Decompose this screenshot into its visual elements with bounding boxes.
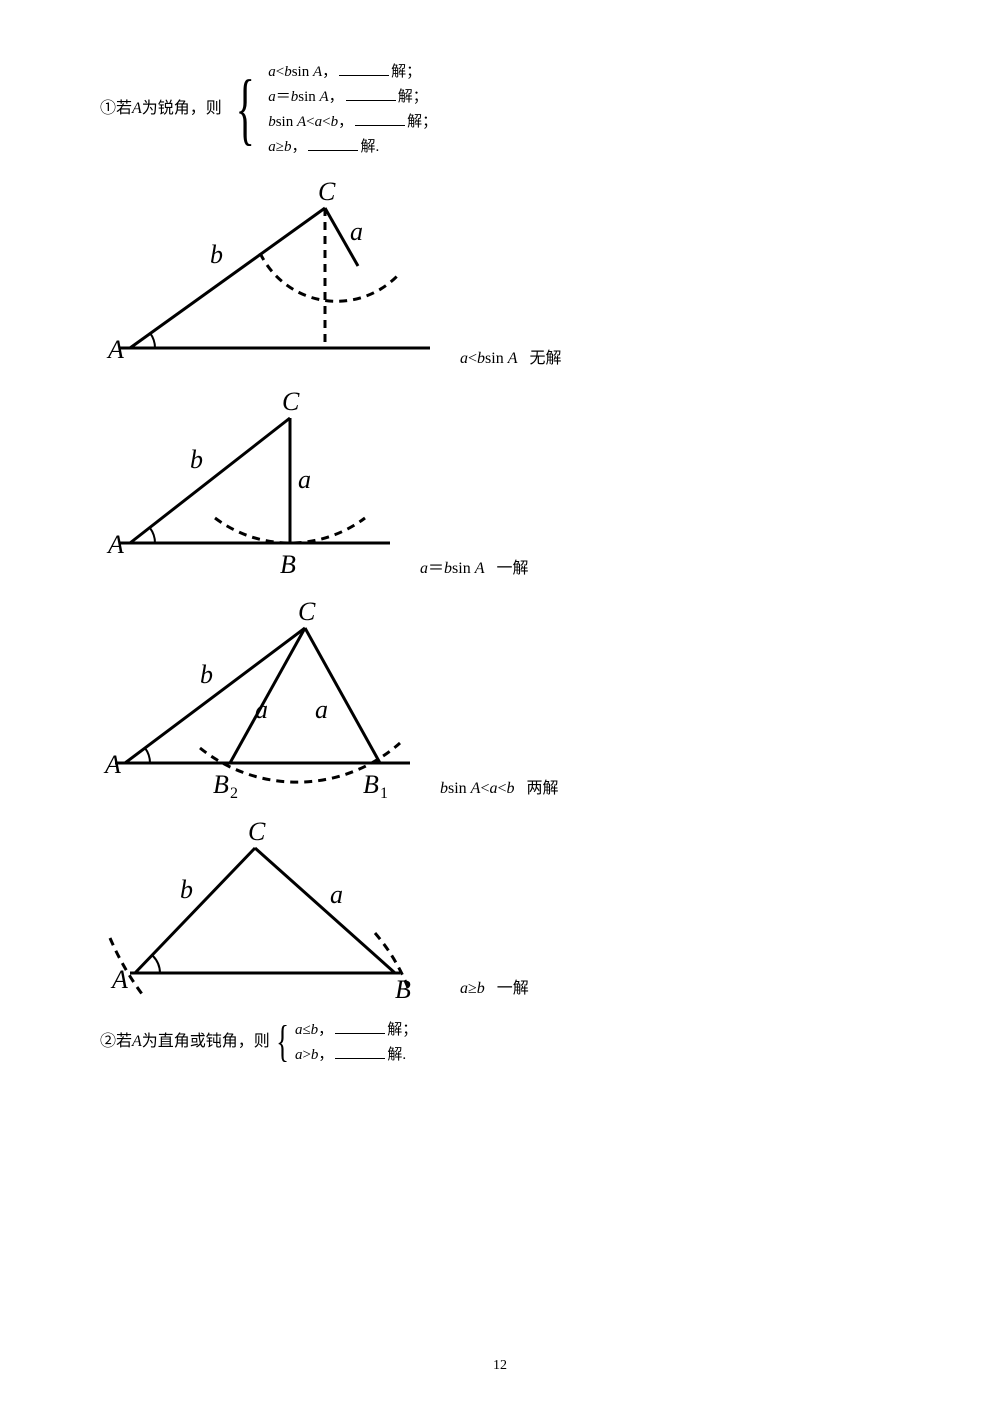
label-B1: B <box>363 770 379 799</box>
figure-4: A C B b a a≥b 一解 <box>100 818 900 1008</box>
label-B: B <box>280 550 296 579</box>
cond: a≤b， <box>295 1022 333 1038</box>
section2-prefix: ②若 A 为直角或钝角，则 <box>100 1030 270 1054</box>
cond: bsin A<a<b， <box>268 114 353 130</box>
label-b: b <box>200 660 213 689</box>
tail: 解； <box>407 114 437 130</box>
tail: 解； <box>391 64 421 80</box>
left-brace: { <box>235 69 254 149</box>
blank <box>308 135 358 151</box>
label-A: A <box>110 965 128 994</box>
blank <box>335 1043 385 1059</box>
var-A: A <box>132 97 142 121</box>
diagram-one-solution-tangent: A C B b a <box>100 388 400 588</box>
diagram-one-solution-large: A C B b a <box>100 818 440 1008</box>
case-row: a＝bsin A， 解； <box>268 85 437 108</box>
label-a: a <box>330 880 343 909</box>
case-row: a>b， 解. <box>295 1043 417 1066</box>
label-b: b <box>180 875 193 904</box>
blank <box>346 85 396 101</box>
case-row: a<bsin A， 解； <box>268 60 437 83</box>
text: ②若 <box>100 1030 132 1054</box>
text: ①若 <box>100 97 132 121</box>
cond: a＝bsin A， <box>268 89 343 105</box>
label-B2: B <box>213 770 229 799</box>
blank <box>355 110 405 126</box>
page-content: ①若 A 为锐角，则 { a<bsin A， 解； a＝bsin A， 解； bsi… <box>100 60 900 1086</box>
left-brace: { <box>276 1020 289 1064</box>
label-a2: a <box>315 695 328 724</box>
text: 为锐角，则 <box>142 97 222 121</box>
label-A: A <box>103 750 121 779</box>
cond: a<bsin A， <box>268 64 337 80</box>
cond: a>b， <box>295 1047 333 1063</box>
label-B1-sub: 1 <box>380 785 388 802</box>
caption-4: a≥b 一解 <box>460 974 529 998</box>
label-A: A <box>106 335 124 364</box>
var-A: A <box>132 1030 142 1054</box>
cond: a≥b， <box>268 139 306 155</box>
caption-1: a<bsin A 无解 <box>460 344 562 368</box>
label-C: C <box>318 178 336 206</box>
label-C: C <box>248 818 266 846</box>
label-B2-sub: 2 <box>230 785 238 802</box>
label-a: a <box>298 465 311 494</box>
tail: 解； <box>387 1022 417 1038</box>
tail: 解； <box>398 89 428 105</box>
label-A: A <box>106 530 124 559</box>
section2: ②若 A 为直角或钝角，则 { a≤b， 解； a>b， 解. <box>100 1018 900 1066</box>
diagram-two-solutions: A C b a a B2 B1 <box>100 598 420 808</box>
tail: 解. <box>360 139 379 155</box>
blank <box>335 1018 385 1034</box>
case-row: a≥b， 解. <box>268 135 437 158</box>
figure-1: A C b a a<bsin A 无解 <box>100 178 900 378</box>
label-C: C <box>298 598 316 626</box>
figure-2: A C B b a a＝bsin A 一解 <box>100 388 900 588</box>
label-a: a <box>255 695 268 724</box>
section1-prefix: ①若 A 为锐角，则 <box>100 97 222 121</box>
cases-list-2: a≤b， 解； a>b， 解. <box>295 1018 417 1066</box>
page-number: 12 <box>0 1358 1000 1374</box>
label-b: b <box>210 240 223 269</box>
section1: ①若 A 为锐角，则 { a<bsin A， 解； a＝bsin A， 解； bsi… <box>100 60 900 158</box>
blank <box>339 60 389 76</box>
case-row: bsin A<a<b， 解； <box>268 110 437 133</box>
label-B: B <box>395 975 411 1004</box>
label-b: b <box>190 445 203 474</box>
caption-2: a＝bsin A 一解 <box>420 554 528 578</box>
case-row: a≤b， 解； <box>295 1018 417 1041</box>
figure-3: A C b a a B2 B1 bsin A<a<b 两解 <box>100 598 900 808</box>
text: 为直角或钝角，则 <box>142 1030 270 1054</box>
label-C: C <box>282 388 300 416</box>
diagram-no-solution: A C b a <box>100 178 440 378</box>
label-a: a <box>350 217 363 246</box>
tail: 解. <box>387 1047 406 1063</box>
caption-3: bsin A<a<b 两解 <box>440 774 559 798</box>
cases-list: a<bsin A， 解； a＝bsin A， 解； bsin A<a<b， 解； a≥… <box>268 60 437 158</box>
